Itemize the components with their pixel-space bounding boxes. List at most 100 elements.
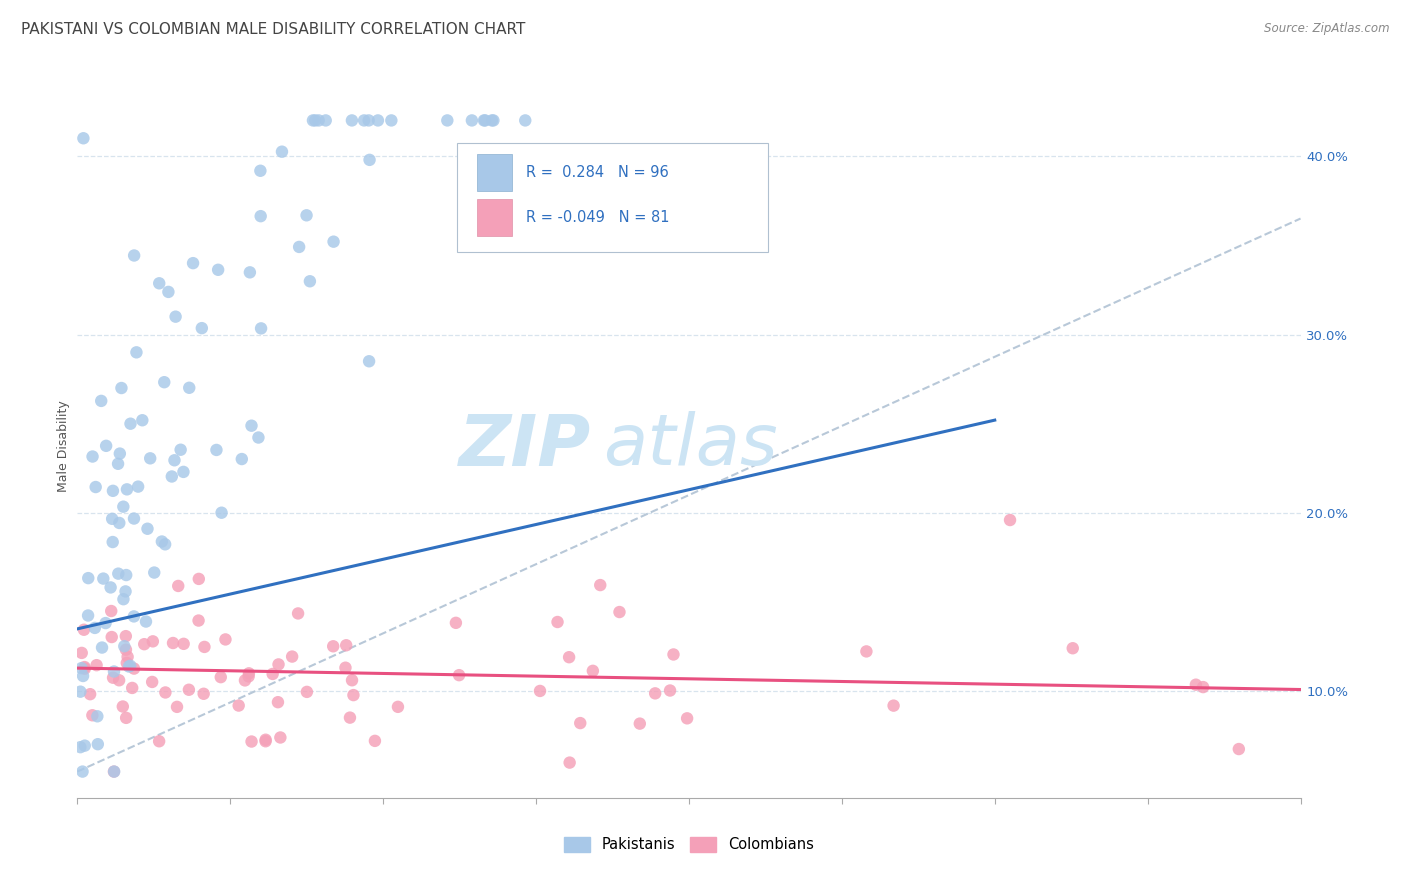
Point [90,393,112,408]
Point [558,756,581,770]
Point [340,673,363,688]
Point [122,609,145,624]
Point [114,629,136,643]
Point [150,534,173,549]
Point [91,640,114,655]
Point [91,572,114,586]
Point [998,513,1021,527]
Point [207,262,229,277]
Point [136,522,159,536]
Point [100,630,122,644]
Point [238,669,260,683]
Point [86,658,108,673]
Point [322,640,344,654]
Point [380,113,402,128]
Point [359,354,381,368]
Point [357,113,380,128]
Point [240,734,263,748]
Point [367,113,389,128]
Point [94,439,117,453]
Point [308,113,330,128]
Point [387,699,409,714]
Point [335,661,357,675]
Point [181,256,204,270]
Point [233,673,256,688]
Point [115,568,138,582]
Point [342,688,364,702]
Point [205,442,228,457]
Point [529,684,551,698]
Point [472,113,495,128]
Point [82,450,104,464]
Point [101,483,124,498]
FancyBboxPatch shape [457,143,769,252]
Point [135,615,157,629]
Point [121,681,143,695]
Point [436,113,458,128]
Point [108,673,131,688]
Point [172,465,194,479]
Point [127,480,149,494]
Point [103,764,125,779]
Point [177,682,200,697]
Point [322,235,344,249]
Point [267,695,290,709]
Point [103,665,125,679]
Point [112,500,135,514]
Point [79,687,101,701]
Point [143,566,166,580]
Point [340,113,363,128]
Point [262,667,284,681]
Point [239,265,262,279]
Point [187,572,209,586]
Point [141,675,163,690]
Point [131,413,153,427]
Point [86,709,108,723]
Point [70,646,93,660]
Point [87,737,110,751]
Point [589,578,612,592]
Point [302,113,325,128]
Point [254,734,277,748]
Point [295,208,318,222]
Point [160,469,183,483]
Point [231,452,253,467]
Point [122,511,145,525]
Point [115,656,138,670]
Point [107,457,129,471]
Point [644,686,666,700]
Legend: Pakistanis, Colombians: Pakistanis, Colombians [558,831,820,858]
Point [287,607,309,621]
Point [122,662,145,676]
Point [100,604,122,618]
Point [444,615,467,630]
Point [883,698,905,713]
Point [238,666,260,681]
Point [228,698,250,713]
Point [153,375,176,389]
Point [114,584,136,599]
Point [855,644,877,658]
Point [112,592,135,607]
Point [191,321,214,335]
Point [103,764,125,779]
Point [125,345,148,359]
Text: ZIP: ZIP [458,411,591,481]
Point [298,274,321,288]
Point [117,649,139,664]
Point [108,446,131,460]
Point [148,734,170,748]
Point [249,209,271,223]
Point [153,537,176,551]
Point [166,699,188,714]
Point [107,566,129,581]
Point [187,614,209,628]
Point [100,581,122,595]
Point [582,664,605,678]
Text: Source: ZipAtlas.com: Source: ZipAtlas.com [1264,22,1389,36]
Point [193,687,215,701]
Point [295,685,318,699]
Point [83,621,105,635]
Point [659,683,682,698]
Point [267,657,290,672]
